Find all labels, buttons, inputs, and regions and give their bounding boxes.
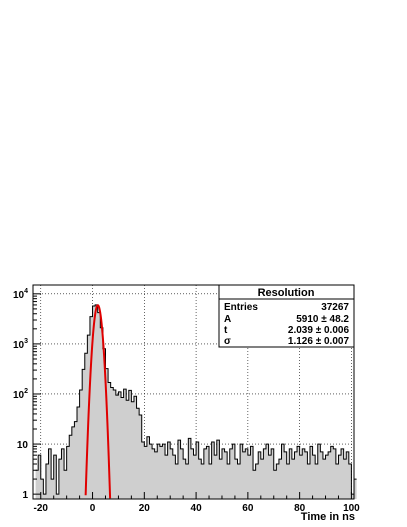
stats-box-title: Resolution xyxy=(258,287,315,299)
plot-frame-border xyxy=(32,284,355,500)
stats-label-amplitude: A xyxy=(224,314,231,325)
stats-label-sigma: σ xyxy=(224,336,231,347)
stats-label-mean: t xyxy=(224,325,228,336)
x-tick-label-6: 100 xyxy=(343,503,360,514)
stats-label-entries: Entries xyxy=(224,302,258,313)
x-tick-labels: -20 0 20 40 60 80 100 xyxy=(34,503,361,514)
x-tick-label-2: 20 xyxy=(139,503,151,514)
histogram-fill xyxy=(35,304,357,499)
x-tick-label-4: 60 xyxy=(242,503,254,514)
y-tick-label-4: 104 xyxy=(13,288,28,301)
x-tick-label-1: 0 xyxy=(90,503,96,514)
y-tick-label-3: 103 xyxy=(13,338,28,351)
y-tick-label-1: 10 xyxy=(17,440,29,451)
stats-value-mean: 2.039 ± 0.006 xyxy=(288,325,350,336)
x-tick-label-0: -20 xyxy=(34,503,49,514)
y-tick-labels: 1 10 102 103 104 xyxy=(13,288,28,501)
x-tick-label-3: 40 xyxy=(191,503,203,514)
stats-box: Resolution Entries 37267 A 5910 ± 48.2 t… xyxy=(218,284,355,348)
histogram-outline xyxy=(35,304,357,495)
stats-value-sigma: 1.126 ± 0.007 xyxy=(288,336,350,347)
stats-value-entries: 37267 xyxy=(321,302,349,313)
gaussian-fit-curve xyxy=(84,304,112,499)
axis-ticks xyxy=(33,293,352,499)
x-axis-title: Time in ns xyxy=(301,511,355,523)
stats-value-amplitude: 5910 ± 48.2 xyxy=(296,314,349,325)
y-tick-label-0: 1 xyxy=(22,490,28,501)
y-tick-label-2: 102 xyxy=(13,388,28,401)
x-tick-label-5: 80 xyxy=(294,503,306,514)
